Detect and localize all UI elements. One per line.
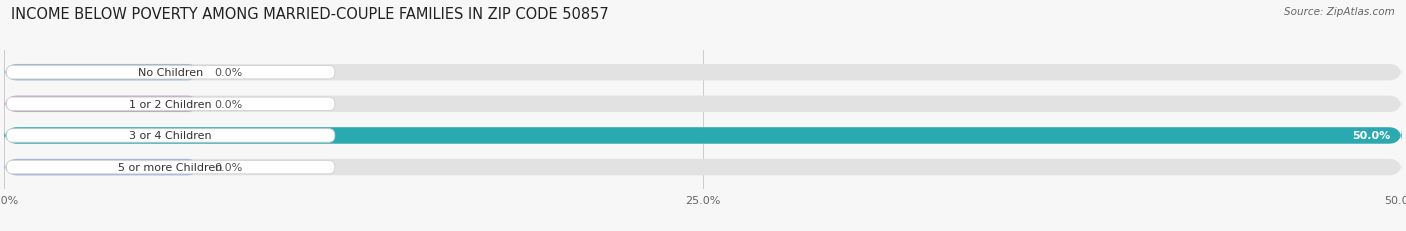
Text: Source: ZipAtlas.com: Source: ZipAtlas.com [1284, 7, 1395, 17]
FancyBboxPatch shape [4, 159, 1402, 176]
Text: INCOME BELOW POVERTY AMONG MARRIED-COUPLE FAMILIES IN ZIP CODE 50857: INCOME BELOW POVERTY AMONG MARRIED-COUPL… [11, 7, 609, 22]
Text: 5 or more Children: 5 or more Children [118, 162, 224, 172]
FancyBboxPatch shape [4, 128, 1402, 144]
FancyBboxPatch shape [7, 129, 335, 143]
FancyBboxPatch shape [4, 96, 1402, 112]
FancyBboxPatch shape [7, 98, 335, 111]
Text: 0.0%: 0.0% [214, 68, 242, 78]
FancyBboxPatch shape [7, 66, 335, 80]
Text: 0.0%: 0.0% [214, 162, 242, 172]
Text: 1 or 2 Children: 1 or 2 Children [129, 99, 212, 109]
Text: No Children: No Children [138, 68, 204, 78]
Text: 3 or 4 Children: 3 or 4 Children [129, 131, 212, 141]
Text: 0.0%: 0.0% [214, 99, 242, 109]
FancyBboxPatch shape [4, 159, 200, 176]
FancyBboxPatch shape [4, 65, 200, 81]
Text: 50.0%: 50.0% [1353, 131, 1391, 141]
FancyBboxPatch shape [4, 128, 1402, 144]
FancyBboxPatch shape [4, 96, 200, 112]
FancyBboxPatch shape [4, 65, 1402, 81]
FancyBboxPatch shape [7, 161, 335, 174]
